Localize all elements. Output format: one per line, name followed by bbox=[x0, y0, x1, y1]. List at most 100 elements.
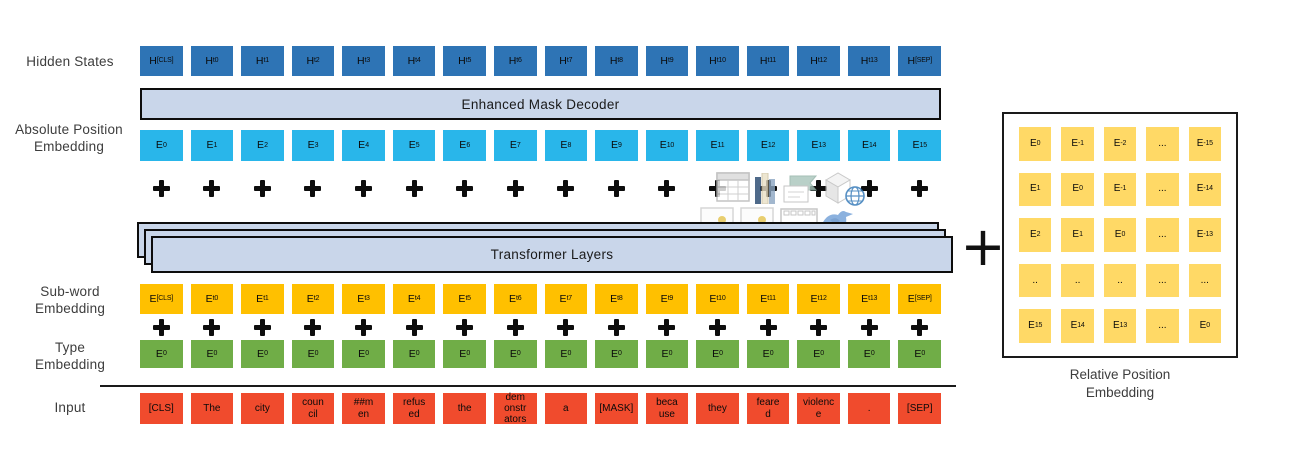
relative-position-box: E 15 bbox=[1019, 309, 1052, 343]
relative-position-box: E -2 bbox=[1103, 127, 1137, 161]
input-label-text: Input bbox=[54, 400, 86, 415]
plus-icon bbox=[797, 179, 840, 197]
plus-icon bbox=[696, 179, 739, 197]
plus-icon bbox=[797, 319, 840, 336]
absolute-position-label-line1: Absolute Position bbox=[15, 122, 123, 137]
plus-icon bbox=[646, 179, 689, 197]
absolute-position-box: E 13 bbox=[797, 130, 840, 161]
relative-position-box: E 13 bbox=[1103, 309, 1137, 343]
big-plus-sign: + bbox=[956, 215, 1010, 278]
plus-icon bbox=[595, 319, 638, 336]
input-token-box: The bbox=[190, 393, 234, 424]
enhanced-mask-decoder-label: Enhanced Mask Decoder bbox=[461, 96, 620, 112]
relative-position-box: .. bbox=[1103, 263, 1137, 298]
sub-word-label-line1: Sub-word bbox=[40, 284, 100, 299]
input-token-box: . bbox=[847, 393, 891, 424]
plus-icon bbox=[848, 179, 891, 197]
relative-position-box: ... bbox=[1146, 309, 1179, 343]
plus-icon bbox=[443, 179, 486, 197]
plus-icon bbox=[292, 319, 335, 336]
relative-position-label-line2: Embedding bbox=[1085, 384, 1155, 400]
hidden-states-label: Hidden States bbox=[10, 54, 130, 71]
absolute-position-box: E 12 bbox=[746, 130, 790, 161]
absolute-position-label: Absolute Position Embedding bbox=[0, 122, 138, 156]
plus-icon bbox=[494, 179, 537, 197]
plus-icon bbox=[898, 319, 941, 336]
plus-icon bbox=[545, 179, 588, 197]
absolute-position-box: E 15 bbox=[898, 130, 941, 161]
input-token-box: violenc e bbox=[797, 393, 840, 424]
relative-position-box: .. bbox=[1061, 263, 1094, 298]
plus-icon bbox=[747, 179, 790, 197]
input-label: Input bbox=[10, 400, 130, 417]
plus-icon bbox=[191, 179, 234, 197]
input-token-box: ##m en bbox=[342, 393, 385, 424]
sub-word-label: Sub-word Embedding bbox=[10, 284, 130, 318]
plus-icon bbox=[898, 179, 941, 197]
plus-icon bbox=[848, 319, 891, 336]
plus-icon bbox=[140, 319, 183, 336]
sub-word-label-line2: Embedding bbox=[34, 300, 106, 316]
relative-position-box: ... bbox=[1146, 172, 1179, 207]
input-token-box: the bbox=[443, 393, 486, 424]
plus-icon bbox=[696, 319, 739, 336]
relative-position-box: E -14 bbox=[1188, 172, 1221, 207]
absolute-position-box: E 14 bbox=[847, 130, 891, 161]
plus-icon bbox=[241, 319, 284, 336]
relative-position-box: .. bbox=[1019, 263, 1052, 298]
input-token-box: refus ed bbox=[392, 393, 436, 424]
relative-position-box: ... bbox=[1146, 218, 1179, 252]
plus-icon bbox=[342, 319, 385, 336]
input-token-box: feare d bbox=[746, 393, 790, 424]
type-label-line2: Embedding bbox=[34, 356, 106, 372]
input-token-box: [CLS] bbox=[140, 393, 183, 424]
absolute-position-label-line2: Embedding bbox=[33, 138, 105, 154]
input-separator-line bbox=[100, 385, 956, 387]
plus-icon bbox=[545, 319, 588, 336]
absolute-position-box: E 11 bbox=[696, 130, 739, 161]
